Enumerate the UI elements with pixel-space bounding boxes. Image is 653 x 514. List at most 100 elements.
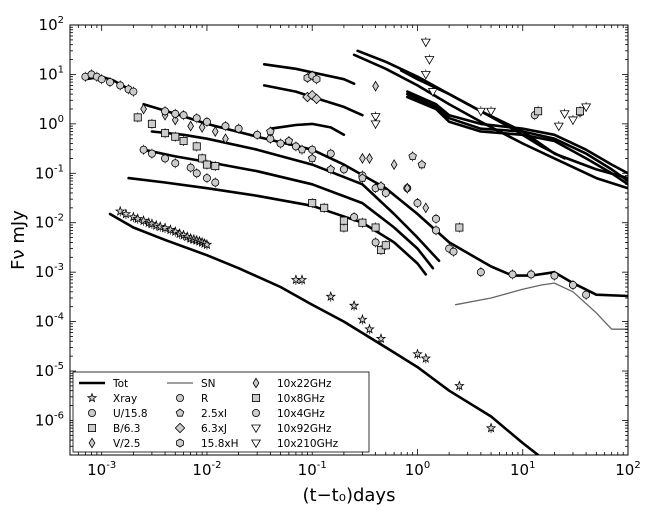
total-model-line: [150, 130, 441, 263]
total-model-line: [269, 122, 346, 137]
total-model-line: [108, 212, 540, 455]
point-r: [291, 142, 300, 151]
legend-label-tot: Tot: [112, 378, 128, 390]
legend-swatch-10x22ghz: [252, 377, 260, 389]
point-b-6-3: [133, 113, 142, 122]
point-2-5xi: [284, 136, 294, 145]
legend-label-xray: Xray: [113, 393, 137, 405]
data-points: [81, 37, 592, 434]
point-v-2-5: [211, 126, 219, 137]
point-u-15-8: [171, 159, 180, 168]
point-b-6-3: [202, 160, 211, 169]
legend-label-2-5xi: 2.5xI: [201, 408, 227, 420]
point-u-15-8: [186, 163, 195, 172]
point-xray: [412, 348, 423, 359]
point-2-5xi: [417, 160, 427, 169]
legend-label-v-2-5: V/2.5: [113, 438, 140, 450]
point-b-6-3: [171, 132, 180, 141]
point-xray: [357, 314, 368, 324]
point-10x8ghz: [358, 218, 367, 227]
point-10x210ghz: [553, 122, 564, 132]
point-xray: [128, 211, 139, 222]
point-10x4ghz: [432, 214, 441, 223]
x-tick-label: 10-2: [192, 460, 221, 479]
point-r: [381, 188, 390, 197]
point-10x92ghz: [420, 38, 431, 48]
legend-swatch-u-15-8: [88, 408, 97, 417]
point-b-6-3: [192, 142, 201, 151]
point-xray: [485, 422, 497, 433]
point-r: [179, 111, 188, 120]
point-xray: [120, 208, 132, 219]
legend-label-sn: SN: [201, 378, 216, 390]
point-10x92ghz: [424, 56, 435, 65]
legend-label-10x210ghz: 10x210GHz: [277, 438, 339, 450]
point-xray: [114, 205, 126, 216]
point-b-6-3: [179, 137, 188, 146]
point-v-2-5: [187, 120, 194, 132]
point-b-6-3: [376, 246, 385, 255]
point-r: [161, 107, 170, 116]
point-xray: [165, 224, 176, 235]
point-r: [432, 226, 441, 235]
point-r: [192, 114, 201, 123]
legend-label-b-6-3: B/6.3: [113, 423, 140, 435]
legend-swatch-v-2-5: [88, 437, 96, 449]
point-b-6-3: [381, 241, 390, 250]
point-r: [276, 139, 285, 148]
point-b-6-3: [147, 119, 156, 128]
point-u-15-8: [161, 154, 170, 163]
x-tick-label: 10-3: [87, 460, 116, 479]
point-xray: [420, 352, 431, 363]
point-r: [97, 75, 106, 84]
point-r: [508, 270, 517, 279]
legend-swatch-10x92ghz: [250, 424, 262, 434]
point-10x22ghz: [422, 202, 430, 214]
legend-swatch-15-8xh: [176, 438, 184, 448]
legend-swatch-10x8ghz: [251, 393, 260, 402]
point-r: [326, 149, 335, 158]
point-xray: [201, 239, 213, 250]
point-xray: [325, 291, 337, 302]
legend-swatch-2-5xi: [175, 408, 185, 417]
point-r: [308, 145, 317, 154]
point-v-2-5: [222, 133, 229, 145]
axis-ticks: 10-3 10-2 10-1 100 101 102 10-6 10-5 10-4 10-3 10-…: [35, 15, 641, 479]
point-u-15-8: [147, 149, 156, 158]
point-xray: [154, 221, 166, 232]
point-r: [568, 280, 577, 289]
total-model-line: [142, 148, 435, 270]
x-tick-label: 10-1: [298, 460, 327, 479]
legend-label-10x22ghz: 10x22GHz: [277, 378, 332, 390]
point-2-5xi: [307, 154, 317, 163]
point-b-6-3: [211, 162, 220, 171]
legend: Tot Xray U/15.8 B/6.3 V/2.5 SN R 2.5xI 6.3xJ 15.8…: [72, 371, 370, 453]
point-10x22ghz: [403, 182, 411, 194]
point-10x22ghz: [390, 159, 398, 171]
point-10x22ghz: [359, 152, 366, 164]
point-2-5xi: [266, 127, 275, 136]
legend-swatch-b-6-3: [88, 423, 97, 432]
total-model-line: [127, 176, 428, 276]
point-xray: [454, 380, 465, 391]
point-6-3xj: [311, 93, 322, 105]
point-10x92ghz: [370, 120, 381, 129]
point-xray: [132, 213, 143, 224]
point-b-6-3: [308, 199, 317, 208]
point-10x8ghz: [339, 216, 348, 225]
x-tick-label: 102: [615, 460, 640, 479]
point-xray: [138, 215, 149, 226]
total-model-line: [406, 95, 628, 186]
point-r: [234, 124, 243, 133]
point-r: [253, 130, 262, 139]
point-b-6-3: [161, 129, 170, 138]
point-xray: [159, 222, 171, 233]
point-b-6-3: [198, 154, 207, 163]
point-r: [339, 165, 348, 174]
legend-swatch-r: [175, 393, 184, 402]
point-10x210ghz: [427, 88, 438, 97]
point-2-5xi: [297, 145, 307, 154]
y-tick-label: 100: [39, 114, 64, 133]
point-10x210ghz: [475, 107, 486, 117]
